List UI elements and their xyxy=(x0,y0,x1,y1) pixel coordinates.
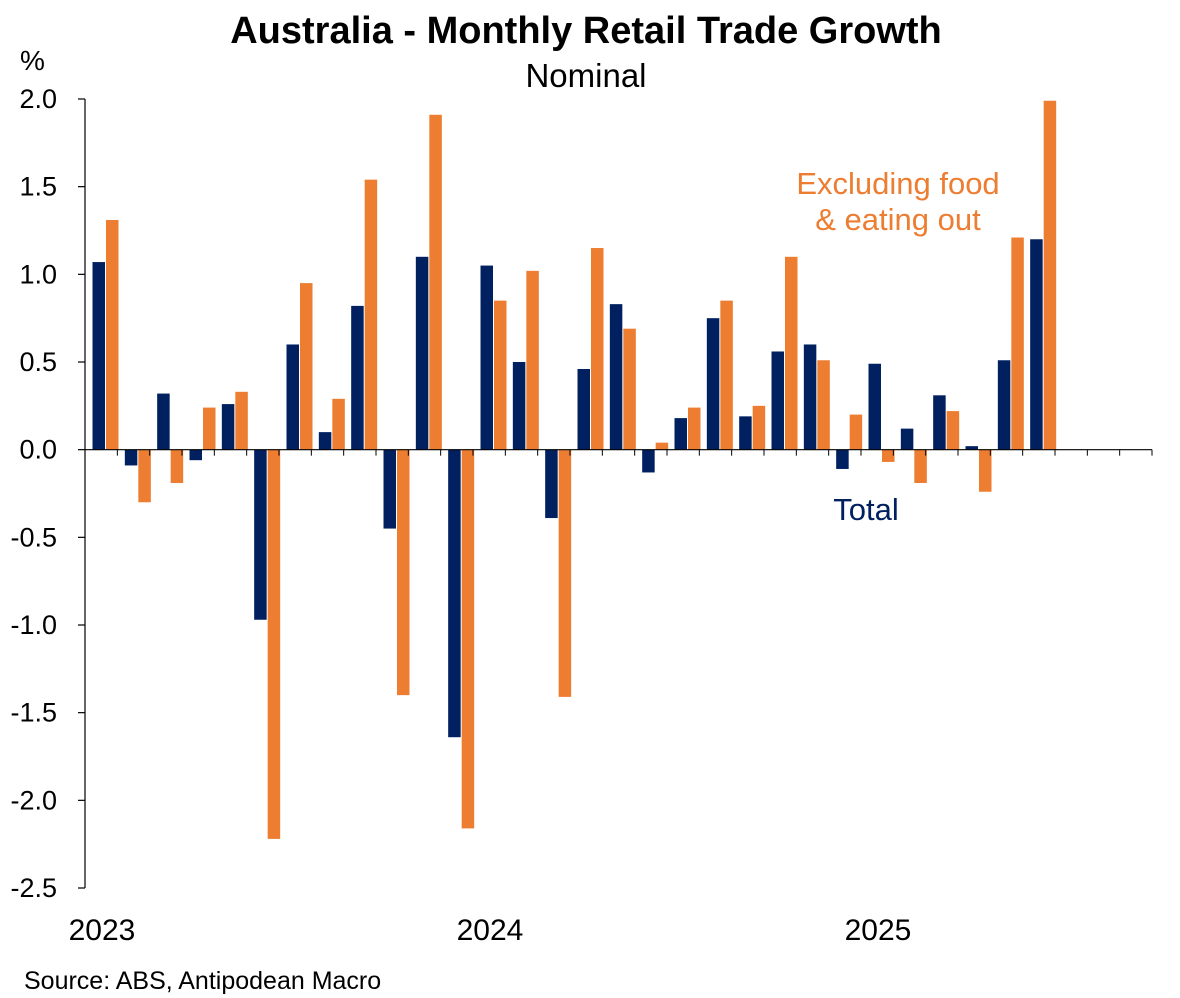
series-label-ex-food-line-1: Excluding food xyxy=(796,166,999,201)
bar-total-14 xyxy=(545,449,558,519)
bar-total-15 xyxy=(577,369,590,450)
series-label-ex-food-line-2: & eating out xyxy=(815,202,981,237)
y-tick-label: 0.0 xyxy=(19,435,57,465)
bar-total-25 xyxy=(900,428,914,450)
bar-total-9 xyxy=(383,449,396,529)
bar-total-6 xyxy=(286,344,299,450)
bar-ex-food-15 xyxy=(591,248,604,450)
bar-total-27 xyxy=(965,446,978,450)
bar-ex-food-22 xyxy=(817,360,830,450)
bar-total-10 xyxy=(415,256,429,450)
bar-ex-food-27 xyxy=(979,449,992,492)
bar-total-17 xyxy=(642,449,655,473)
bar-total-7 xyxy=(318,432,332,450)
bar-ex-food-19 xyxy=(720,300,733,450)
bar-total-22 xyxy=(803,344,817,450)
y-tick-label: -1.5 xyxy=(10,698,57,728)
y-tick-label: -1.0 xyxy=(10,610,57,640)
x-year-label: 2024 xyxy=(457,914,524,947)
bar-total-19 xyxy=(706,318,720,450)
year-labels: 2023 2024 2025 xyxy=(69,914,912,947)
bar-total-2 xyxy=(157,393,170,450)
bar-total-4 xyxy=(221,404,235,450)
y-tick-label: 2.0 xyxy=(19,84,57,114)
x-axis xyxy=(84,449,1153,456)
source-note: Source: ABS, Antipodean Macro xyxy=(24,967,381,995)
bar-total-18 xyxy=(674,418,687,450)
bar-ex-food-26 xyxy=(946,411,960,450)
bar-ex-food-2 xyxy=(170,449,184,483)
y-tick-label: 1.0 xyxy=(19,259,57,289)
bar-ex-food-16 xyxy=(623,328,636,450)
bar-total-12 xyxy=(480,265,493,450)
bar-ex-food-14 xyxy=(558,449,572,697)
bar-ex-food-17 xyxy=(655,442,669,450)
x-year-label: 2025 xyxy=(845,914,912,947)
bar-ex-food-7 xyxy=(332,398,345,450)
bar-ex-food-18 xyxy=(688,407,701,450)
bar-total-29 xyxy=(1030,239,1043,450)
chart-title: Australia - Monthly Retail Trade Growth xyxy=(230,10,942,52)
y-axis-unit-label: % xyxy=(20,45,45,76)
bar-total-3 xyxy=(189,449,202,461)
y-tick-label: 0.5 xyxy=(19,347,57,377)
bar-ex-food-24 xyxy=(882,449,895,462)
bar-ex-food-9 xyxy=(397,449,410,696)
bar-ex-food-28 xyxy=(1011,237,1024,450)
bar-ex-food-13 xyxy=(526,270,539,450)
bar-total-24 xyxy=(868,363,881,450)
bar-ex-food-25 xyxy=(914,449,927,483)
bar-total-11 xyxy=(448,449,461,738)
bar-ex-food-11 xyxy=(461,449,475,829)
y-tick-label: -0.5 xyxy=(10,522,57,552)
x-year-label: 2023 xyxy=(69,914,136,947)
bar-ex-food-12 xyxy=(494,300,507,450)
bar-total-13 xyxy=(512,362,526,450)
series-label-total: Total xyxy=(833,492,898,527)
bar-total-16 xyxy=(609,304,623,450)
bar-ex-food-4 xyxy=(235,391,248,450)
bar-ex-food-21 xyxy=(785,256,798,450)
bar-total-21 xyxy=(771,351,784,450)
bar-total-1 xyxy=(124,449,138,466)
chart-subtitle: Nominal xyxy=(525,57,646,94)
bar-ex-food-6 xyxy=(300,283,313,450)
bar-ex-food-20 xyxy=(752,405,766,450)
bar-ex-food-10 xyxy=(429,114,442,450)
bars xyxy=(92,100,1057,839)
bar-total-26 xyxy=(933,395,946,450)
y-tick-label: -2.0 xyxy=(10,785,57,815)
bar-ex-food-5 xyxy=(267,449,281,839)
bar-total-0 xyxy=(92,262,105,450)
y-tick-label: -2.5 xyxy=(10,873,57,903)
y-axis: 2.0 1.5 1.0 0.5 0.0 -0.5 -1.0 -1.5 -2.0 -2.5 xyxy=(10,84,86,903)
bar-total-28 xyxy=(997,360,1011,450)
bar-ex-food-1 xyxy=(138,449,151,503)
bar-ex-food-8 xyxy=(364,179,378,450)
bar-total-23 xyxy=(836,449,849,469)
bar-ex-food-3 xyxy=(203,407,216,450)
bar-total-8 xyxy=(351,305,364,450)
bar-ex-food-23 xyxy=(849,414,863,450)
bar-total-5 xyxy=(254,449,267,620)
bar-total-20 xyxy=(739,416,752,450)
bar-ex-food-0 xyxy=(106,219,119,450)
bar-ex-food-29 xyxy=(1043,100,1057,450)
y-tick-label: 1.5 xyxy=(19,172,57,202)
